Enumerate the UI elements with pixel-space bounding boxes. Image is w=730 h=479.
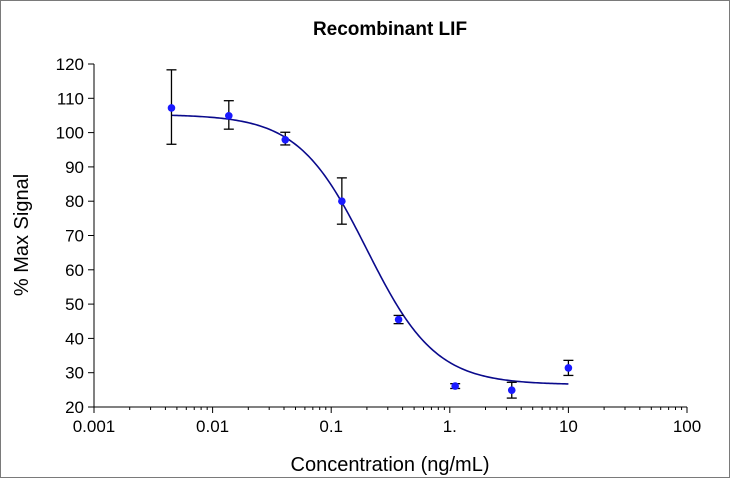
y-tick-label: 40	[65, 329, 84, 348]
y-tick-label: 30	[65, 364, 84, 383]
data-marker	[394, 315, 403, 324]
y-tick-label: 70	[65, 227, 84, 246]
y-tick-label: 90	[65, 158, 84, 177]
x-tick-label: 1.	[443, 417, 457, 436]
y-tick-label: 50	[65, 295, 84, 314]
y-tick-label: 110	[57, 89, 84, 108]
data-point	[563, 359, 574, 377]
data-marker	[281, 136, 290, 144]
data-marker	[338, 197, 346, 205]
data-point	[506, 381, 517, 399]
data-point	[336, 177, 347, 225]
fit-curve	[171, 114, 569, 385]
y-tick-label: 100	[56, 124, 84, 143]
data-point	[450, 382, 461, 390]
data-point	[223, 100, 234, 130]
chart-title: Recombinant LIF	[313, 19, 467, 40]
y-axis-label: % Max Signal	[11, 174, 33, 296]
data-point	[280, 131, 291, 146]
data-marker	[507, 386, 516, 394]
x-axis-ticks: 0.001 0.01 0.1 1. 10 100	[73, 407, 701, 436]
data-point	[393, 314, 404, 325]
data-points	[166, 69, 574, 399]
x-tick-label: 100	[673, 417, 701, 436]
data-marker	[564, 364, 573, 372]
y-tick-label: 120	[56, 55, 84, 74]
data-point	[166, 69, 177, 145]
y-tick-label: 80	[65, 192, 84, 211]
data-marker	[167, 104, 176, 112]
y-tick-label: 60	[65, 261, 84, 280]
x-tick-label: 0.01	[196, 417, 229, 436]
data-marker	[451, 382, 459, 390]
x-axis-label: Concentration (ng/mL)	[291, 454, 490, 476]
y-tick-label: 20	[65, 398, 84, 417]
data-marker	[225, 111, 233, 120]
x-tick-label: 0.001	[73, 417, 116, 436]
x-tick-label: 0.1	[319, 417, 343, 436]
x-tick-label: 10	[559, 417, 578, 436]
y-axis-ticks: 20 30 40 50 60 70 80 90 100 110 120	[56, 55, 94, 417]
